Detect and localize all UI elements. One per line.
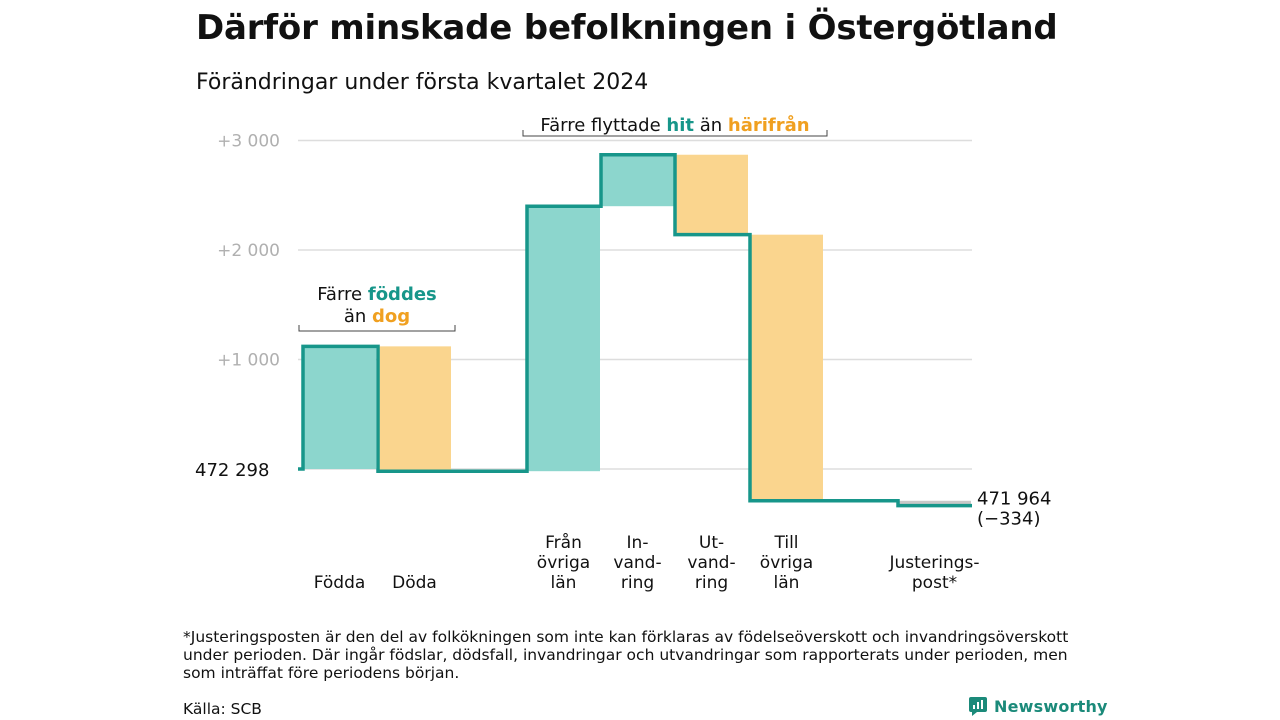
category-label-invandring: vand- bbox=[613, 553, 661, 573]
category-label-justeringspost: Justerings- bbox=[888, 553, 979, 573]
bar-justeringspost bbox=[898, 500, 971, 506]
category-label-justeringspost: post* bbox=[912, 573, 957, 593]
category-label-invandring: ring bbox=[621, 573, 654, 593]
bar-till_ovriga_lan bbox=[750, 234, 823, 501]
category-label-fran_ovriga_lan: Från bbox=[545, 532, 582, 553]
category-label-fodda: Födda bbox=[314, 573, 366, 593]
bar-invandring bbox=[601, 154, 674, 207]
newsworthy-logo-icon bbox=[969, 697, 987, 716]
category-label-utvandring: ring bbox=[695, 573, 728, 593]
annotation-migration-text: Färre flyttade hit än härifrån bbox=[540, 114, 809, 136]
source-label: Källa: SCB bbox=[183, 700, 262, 718]
bar-fodda bbox=[303, 346, 376, 469]
annotation-births-bracket bbox=[298, 325, 456, 332]
bar-doda bbox=[378, 346, 451, 472]
end-change-label: (−334) bbox=[977, 509, 1040, 530]
bar-fran_ovriga_lan bbox=[527, 206, 600, 472]
brand-logo: Newsworthy bbox=[968, 696, 1108, 716]
annotation-births-line1: Färre föddes bbox=[317, 284, 437, 305]
category-label-fran_ovriga_lan: övriga bbox=[537, 553, 590, 573]
start-value-label: 472 298 bbox=[195, 460, 269, 481]
chart-subtitle: Förändringar under första kvartalet 2024 bbox=[196, 70, 649, 95]
y-tick-label: +1 000 bbox=[217, 351, 280, 371]
category-label-fran_ovriga_lan: län bbox=[551, 573, 577, 593]
annotation-migration-bracket bbox=[522, 130, 828, 137]
category-label-till_ovriga_lan: Till bbox=[773, 533, 798, 553]
category-label-invandring: In- bbox=[627, 533, 649, 553]
category-label-utvandring: Ut- bbox=[699, 533, 724, 553]
annotation-births-line2: än dog bbox=[344, 306, 410, 327]
footnote: *Justeringsposten är den del av folkökni… bbox=[183, 628, 1069, 682]
y-tick-label: +3 000 bbox=[217, 132, 280, 152]
end-value-label: 471 964 bbox=[977, 489, 1051, 510]
category-label-till_ovriga_lan: län bbox=[774, 573, 800, 593]
chart-title: Därför minskade befolkningen i Östergötl… bbox=[196, 8, 1058, 48]
category-label-utvandring: vand- bbox=[687, 553, 735, 573]
category-label-till_ovriga_lan: övriga bbox=[760, 553, 813, 573]
waterfall-chart: +1 000 +2 000 +3 000 472 298 471 964(−334) Fö… bbox=[195, 114, 1051, 593]
y-tick-label: +2 000 bbox=[217, 241, 280, 261]
category-label-doda: Döda bbox=[392, 573, 437, 593]
running-total-line bbox=[298, 152, 972, 508]
brand-name: Newsworthy bbox=[994, 696, 1108, 716]
bar-utvandring bbox=[675, 154, 748, 235]
